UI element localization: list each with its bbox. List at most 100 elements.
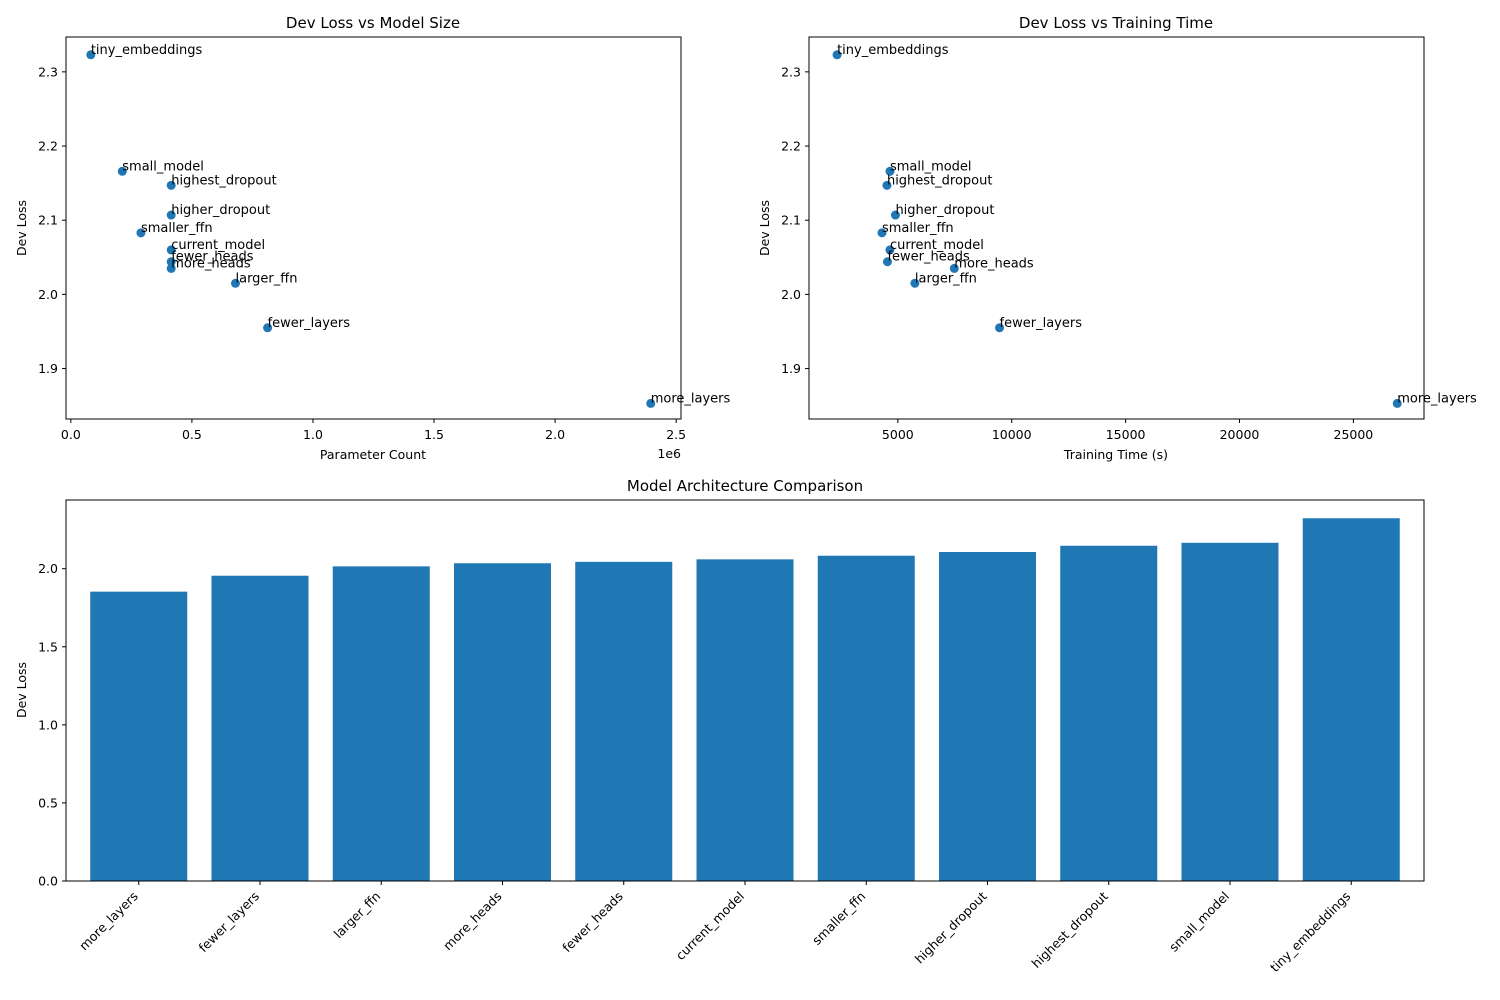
bar (332, 566, 430, 881)
scatter-point (882, 180, 892, 190)
y-tick-label: 2.2 (781, 139, 801, 154)
point-label: smaller_ffn (882, 221, 954, 236)
x-tick-label: fewer_layers (195, 889, 262, 956)
scatter-point (166, 263, 176, 273)
bar (1181, 542, 1279, 881)
x-tick-label: fewer_heads (559, 889, 626, 956)
point-label: small_model (890, 159, 972, 174)
x-tick-label: larger_ffn (331, 889, 384, 942)
scatter-point (230, 278, 240, 288)
y-tick-label: 2.0 (38, 287, 58, 302)
scatter-panel-training-time: Dev Loss vs Training Time 5000 10000 15000… (757, 14, 1477, 462)
axes-frame (808, 36, 1425, 420)
bar-panel-architecture: Model Architecture Comparison 0.0 0.5 1.0 1… (14, 477, 1425, 975)
point-label: higher_dropout (895, 203, 994, 218)
bar (696, 559, 794, 881)
scatter-point (263, 323, 273, 333)
x-tick-label: more_layers (76, 889, 141, 954)
y-tick-label: 1.0 (38, 717, 58, 732)
scatter-point (882, 257, 892, 267)
x-axis-label: Parameter Count (320, 447, 426, 462)
scatter-point (166, 257, 176, 267)
point-label: more_layers (651, 391, 731, 406)
point-label: larger_ffn (235, 271, 297, 286)
plot-area: 5000 10000 15000 20000 25000 1.9 2.0 2.1 2.2 2.3 t… (781, 43, 1477, 442)
x-tick-label: 0.5 (182, 427, 202, 442)
y-axis-label: Dev Loss (14, 200, 29, 256)
scatter-point (136, 228, 146, 238)
x-tick-label: 2.0 (545, 427, 565, 442)
x-tick-label: 2.5 (666, 427, 686, 442)
y-tick-label: 0.5 (38, 795, 58, 810)
y-tick-label: 0.0 (38, 874, 58, 889)
scatter-point (117, 166, 127, 176)
x-tick-label: more_heads (440, 889, 505, 954)
bar (817, 555, 915, 881)
point-label: fewer_heads (887, 250, 970, 265)
y-axis-label: Dev Loss (757, 200, 772, 256)
chart-title: Model Architecture Comparison (627, 477, 863, 495)
x-tick-label: 1.5 (424, 427, 444, 442)
scatter-point (646, 398, 656, 408)
point-label: fewer_layers (268, 316, 351, 331)
scatter-point (949, 263, 959, 273)
scatter-point (1392, 398, 1402, 408)
y-tick-label: 2.3 (38, 64, 58, 79)
point-label: more_heads (171, 256, 251, 271)
scatter-point (890, 210, 900, 220)
y-tick-label: 2.0 (781, 287, 801, 302)
x-tick-label: higher_dropout (912, 888, 990, 966)
scatter-point (166, 210, 176, 220)
point-label: current_model (171, 238, 265, 253)
x-tick-label: highest_dropout (1029, 888, 1111, 970)
chart-title: Dev Loss vs Training Time (1019, 14, 1213, 32)
point-label: higher_dropout (171, 203, 270, 218)
bar (1060, 545, 1158, 881)
scatter-point (885, 245, 895, 255)
x-tick-label: 0.0 (61, 427, 81, 442)
scatter-point (910, 278, 920, 288)
y-tick-label: 1.5 (38, 639, 58, 654)
point-label: more_heads (954, 256, 1034, 271)
x-offset-text: 1e6 (657, 446, 681, 461)
bar (939, 551, 1036, 881)
axes-frame (65, 499, 1425, 882)
point-label: smaller_ffn (141, 221, 213, 236)
x-tick-label: 15000 (1106, 427, 1146, 442)
y-tick-label: 2.0 (38, 561, 58, 576)
x-tick-label: 25000 (1334, 427, 1374, 442)
scatter-point (86, 50, 96, 60)
scatter-point (166, 245, 176, 255)
point-label: larger_ffn (915, 271, 977, 286)
y-tick-label: 1.9 (781, 361, 801, 376)
bar (211, 575, 309, 881)
y-axis-label: Dev Loss (14, 662, 29, 718)
bar (90, 591, 188, 881)
y-tick-label: 2.3 (781, 64, 801, 79)
plot-area: 0.0 0.5 1.0 1.5 2.0 more_layers fewer_layers la… (38, 518, 1400, 975)
y-tick-label: 2.1 (781, 213, 801, 228)
x-tick-label: 1.0 (303, 427, 323, 442)
y-tick-label: 2.1 (38, 213, 58, 228)
x-tick-label: 5000 (882, 427, 914, 442)
point-label: fewer_layers (1000, 316, 1083, 331)
scatter-point (832, 50, 842, 60)
x-tick-label: 20000 (1220, 427, 1260, 442)
point-label: tiny_embeddings (91, 43, 203, 58)
scatter-point (995, 323, 1005, 333)
point-label: current_model (890, 238, 984, 253)
x-axis-label: Training Time (s) (1063, 447, 1168, 462)
bar (1302, 518, 1400, 881)
x-tick-label: current_model (673, 889, 747, 963)
x-tick-label: smaller_ffn (809, 889, 868, 948)
scatter-point (877, 228, 887, 238)
scatter-panel-model-size: Dev Loss vs Model Size 0.0 0.5 1.0 1.5 2.0 2.… (14, 14, 731, 462)
bar (575, 561, 673, 881)
axes-frame (65, 36, 682, 420)
scatter-point (885, 166, 895, 176)
point-label: fewer_heads (171, 250, 254, 265)
y-tick-label: 1.9 (38, 361, 58, 376)
point-label: more_layers (1397, 391, 1477, 406)
bar (454, 563, 551, 881)
